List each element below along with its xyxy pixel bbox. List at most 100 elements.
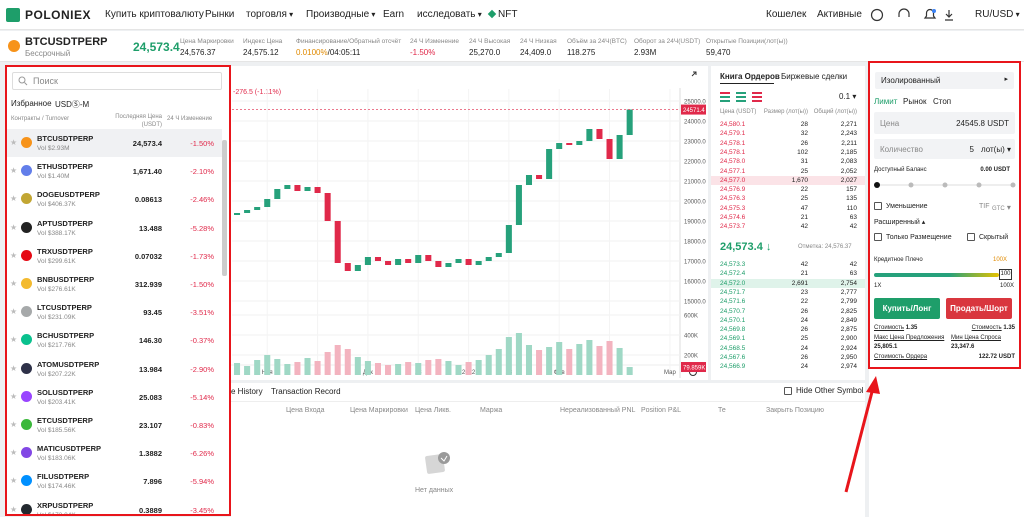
post-only-option[interactable]: Только Размещение bbox=[874, 233, 952, 241]
ob-row[interactable]: 24,577.1 25 2,052 bbox=[711, 167, 865, 176]
bell-icon[interactable] bbox=[923, 8, 937, 19]
market-row[interactable]: ★ APTUSDTPERP Vol $388.17K 13.488 -5.28% bbox=[6, 214, 222, 242]
header-last-price[interactable]: Последняя Цена (USDT) bbox=[115, 114, 162, 128]
ob-tab-book[interactable]: Книга Ордеров bbox=[720, 72, 780, 81]
logo[interactable]: POLONIEX bbox=[25, 8, 92, 22]
market-row[interactable]: ★ MATICUSDTPERP Vol $183.06K 1.3882 -6.26% bbox=[6, 439, 222, 467]
star[interactable]: ★ bbox=[10, 363, 18, 373]
market-row[interactable]: ★ ETCUSDTPERP Vol $185.56K 23.107 -0.83% bbox=[6, 411, 222, 439]
market-row[interactable]: ★ BCHUSDTPERP Vol $217.76K 146.30 -0.37% bbox=[6, 326, 222, 354]
ob-row[interactable]: 24,579.1 32 2,243 bbox=[711, 129, 865, 138]
ob-row[interactable]: 24,576.9 22 157 bbox=[711, 185, 865, 194]
qty-input[interactable]: Количество 5 лот(ы) bbox=[874, 139, 1015, 159]
ob-row[interactable]: 24,570.1 24 2,849 bbox=[711, 316, 865, 325]
ob-row[interactable]: 24,571.7 23 2,777 bbox=[711, 288, 865, 297]
active-link[interactable]: Активные bbox=[817, 9, 862, 20]
star[interactable]: ★ bbox=[10, 391, 18, 401]
margin-select[interactable]: Изолированный ▸ bbox=[875, 72, 1014, 89]
header-contracts[interactable]: Контракты / Turnover bbox=[11, 116, 70, 122]
ob-row[interactable]: 24,578.1 102 2,185 bbox=[711, 148, 865, 157]
market-row[interactable]: ★ ATOMUSDTPERP Vol $207.22K 13.984 -2.90% bbox=[6, 355, 222, 383]
tab-stop[interactable]: Стоп bbox=[933, 97, 952, 106]
tab-market[interactable]: Рынок bbox=[903, 97, 927, 106]
star[interactable]: ★ bbox=[10, 420, 18, 429]
ob-row[interactable]: 24,575.3 47 110 bbox=[711, 204, 865, 213]
advanced[interactable]: Расширенный ▴ bbox=[874, 219, 926, 226]
ticker-symbol[interactable]: BTCUSDTPERP bbox=[25, 36, 108, 48]
header-change[interactable]: 24 Ч Изменение bbox=[167, 116, 213, 122]
ob-row[interactable]: 24,569.8 26 2,875 bbox=[711, 325, 865, 334]
nav-item[interactable]: Рынки bbox=[205, 9, 235, 20]
star[interactable]: ★ bbox=[10, 335, 18, 345]
ob-row[interactable]: 24,576.3 25 135 bbox=[711, 194, 865, 203]
leverage-bar[interactable] bbox=[874, 273, 999, 277]
ob-row[interactable]: 24,573.3 42 42 bbox=[711, 260, 865, 269]
market-row[interactable]: ★ ETHUSDTPERP Vol $1.40M 1,671.40 -2.10% bbox=[6, 157, 222, 185]
tab-usdm[interactable]: USDⓈ-M bbox=[55, 100, 90, 109]
ob-row[interactable]: 24,572.4 21 63 bbox=[711, 269, 865, 278]
account-icon[interactable] bbox=[870, 8, 884, 22]
star[interactable]: ★ bbox=[10, 504, 18, 514]
star[interactable]: ★ bbox=[10, 279, 18, 288]
reduce-option[interactable]: Уменьшение bbox=[874, 202, 928, 210]
nav-item[interactable]: Earn bbox=[383, 9, 405, 20]
hidden-option[interactable]: Скрытый bbox=[967, 233, 1008, 241]
nav-item[interactable]: торговля bbox=[246, 9, 293, 20]
ob-row[interactable]: 24,577.0 1,670 2,027 bbox=[711, 175, 865, 185]
tab-favorites[interactable]: Избранное bbox=[11, 99, 52, 108]
ob-row[interactable]: 24,568.5 24 2,924 bbox=[711, 344, 865, 353]
star[interactable]: ★ bbox=[10, 194, 18, 204]
buy-button[interactable]: Купить/Лонг bbox=[874, 298, 940, 319]
star[interactable]: ★ bbox=[10, 448, 18, 458]
market-row[interactable]: ★ SOLUSDTPERP Vol $203.41K 25.083 -5.14% bbox=[6, 383, 222, 411]
ob-row[interactable]: 24,578.0 31 2,083 bbox=[711, 157, 865, 166]
ob-row[interactable]: 24,569.1 25 2,900 bbox=[711, 334, 865, 343]
market-row[interactable]: ★ LTCUSDTPERP Vol $231.09K 93.45 -3.51% bbox=[6, 298, 222, 326]
ob-row[interactable]: 24,566.9 24 2,974 bbox=[711, 362, 865, 371]
expand-icon[interactable] bbox=[691, 71, 697, 77]
nav-item[interactable]: исследовать bbox=[417, 9, 482, 20]
download-icon[interactable] bbox=[945, 10, 953, 21]
sell-button[interactable]: Продать/Шорт bbox=[946, 298, 1012, 319]
wallet-link[interactable]: Кошелек bbox=[766, 9, 807, 20]
tab-limit[interactable]: Лимит bbox=[874, 97, 898, 106]
star[interactable]: ★ bbox=[10, 307, 18, 317]
leverage-input[interactable]: 100 bbox=[999, 269, 1012, 280]
ob-row[interactable]: 24,574.6 21 63 bbox=[711, 213, 865, 222]
market-row[interactable]: ★ TRXUSDTPERP Vol $299.61K 0.07032 -1.73% bbox=[6, 242, 222, 270]
ob-view-icons[interactable] bbox=[720, 92, 780, 102]
nav-item[interactable]: Производные bbox=[306, 9, 375, 20]
market-row[interactable]: ★ DOGEUSDTPERP Vol $406.37K 0.08613 -2.46% bbox=[6, 185, 222, 213]
market-row[interactable]: ★ BTCUSDTPERP Vol $2.93M 24,573.4 -1.50% bbox=[6, 129, 222, 157]
market-row[interactable]: ★ BNBUSDTPERP Vol $276.61K 312.939 -1.50% bbox=[6, 270, 222, 298]
ob-tab-trades[interactable]: Биржевые сделки bbox=[781, 72, 848, 81]
ob-row[interactable]: 24,580.1 28 2,271 bbox=[711, 120, 865, 129]
ob-row[interactable]: 24,567.6 26 2,950 bbox=[711, 353, 865, 362]
star[interactable]: ★ bbox=[10, 222, 18, 232]
search-box[interactable]: Поиск bbox=[12, 72, 222, 90]
tif-value[interactable]: GTC bbox=[992, 203, 1011, 212]
star[interactable]: ★ bbox=[10, 138, 18, 147]
ob-row[interactable]: 24,571.6 22 2,799 bbox=[711, 297, 865, 306]
market-row[interactable]: ★ FILUSDTPERP Vol $174.46K 7.896 -5.94% bbox=[6, 467, 222, 495]
nav-item[interactable]: Купить криптовалюту bbox=[105, 9, 204, 20]
nav-item[interactable]: NFT bbox=[498, 9, 518, 20]
tab-transactions[interactable]: Transaction Record bbox=[271, 387, 341, 396]
ob-row[interactable]: 24,572.0 2,691 2,754 bbox=[711, 278, 865, 288]
support-icon[interactable] bbox=[898, 8, 910, 17]
hide-other[interactable]: Hide Other Symbol bbox=[784, 386, 864, 395]
tab-history[interactable]: e History bbox=[231, 387, 263, 396]
price-input[interactable]: Цена 24545.8 USDT bbox=[874, 112, 1015, 134]
ob-step[interactable]: 0.1 bbox=[839, 92, 856, 101]
qty-slider[interactable] bbox=[874, 180, 1016, 190]
market-row[interactable]: ★ XRPUSDTPERP Vol $172.04K 0.3889 -3.45% bbox=[6, 496, 222, 516]
star[interactable]: ★ bbox=[10, 250, 18, 260]
locale[interactable]: RU/USD bbox=[975, 9, 1020, 20]
ob-row[interactable]: 24,578.1 26 2,211 bbox=[711, 139, 865, 148]
qty-unit[interactable]: лот(ы) bbox=[981, 145, 1011, 154]
ob-row[interactable]: 24,570.7 26 2,825 bbox=[711, 307, 865, 316]
scrollbar[interactable] bbox=[222, 140, 227, 276]
star[interactable]: ★ bbox=[10, 166, 18, 176]
ob-row[interactable]: 24,573.7 42 42 bbox=[711, 222, 865, 231]
star[interactable]: ★ bbox=[10, 476, 18, 486]
